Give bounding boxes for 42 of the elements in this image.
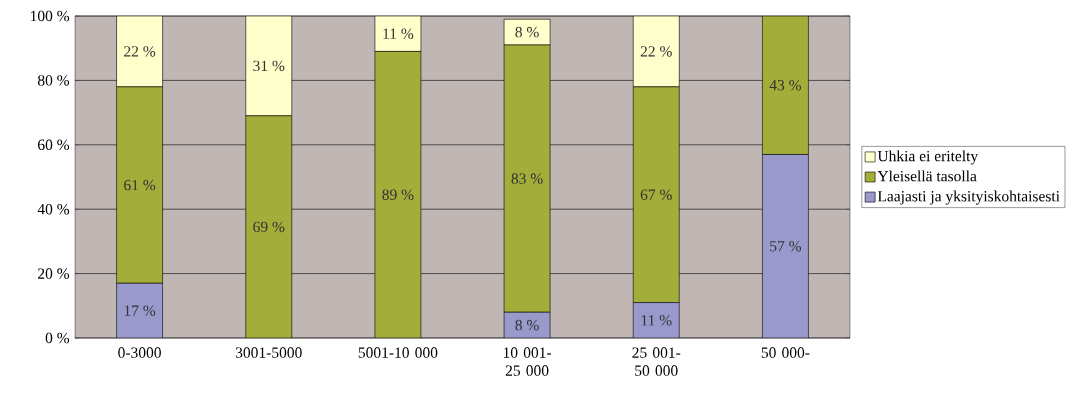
bar — [762, 16, 809, 155]
data-label: 57 % — [770, 240, 802, 252]
y-tick-label: 60 % — [38, 139, 70, 151]
data-label: 67 % — [640, 189, 672, 200]
bar — [374, 51, 422, 338]
data-label: 31 % — [253, 60, 285, 72]
data-label: 89 % — [382, 189, 414, 200]
x-tick-label: 5001-10 000 — [358, 347, 438, 358]
bar — [632, 16, 680, 88]
x-tick-label: 10 001-25 000 — [503, 347, 552, 376]
data-label: 43 % — [769, 79, 802, 91]
data-label: 22 % — [640, 46, 672, 57]
y-tick-label: 100 % — [30, 10, 70, 22]
legend-label: Laajasti ja yksityiskohtaisesti — [877, 190, 1060, 205]
bar — [245, 16, 293, 117]
x-tick-label: 3001-5000 — [235, 347, 302, 358]
bar — [116, 282, 163, 338]
legend-label: Uhkia ei eritelty — [877, 150, 979, 165]
data-label: 22 % — [124, 46, 156, 57]
y-tick-label: 80 % — [37, 75, 70, 86]
data-label: 61 % — [124, 179, 156, 191]
bar — [503, 44, 551, 313]
bar — [116, 86, 163, 284]
y-tick-label: 0 % — [45, 332, 70, 344]
data-label: 69 % — [253, 221, 285, 233]
data-label: 83 % — [511, 173, 543, 184]
data-label: 17 % — [124, 305, 156, 316]
x-tick-label: 25 001-50 000 — [632, 347, 681, 376]
data-label: 11 % — [641, 315, 672, 326]
y-tick-label: 20 % — [38, 268, 70, 279]
data-label: 8 % — [515, 319, 539, 331]
bar — [632, 302, 680, 338]
legend-label: Yleisellä tasolla — [877, 170, 977, 182]
data-label: 8 % — [515, 26, 539, 38]
x-tick-label: 50 000- — [761, 347, 810, 358]
bar — [116, 16, 163, 88]
bar — [762, 154, 809, 338]
x-tick-label: 0-3000 — [118, 347, 161, 358]
y-tick-label: 40 % — [37, 203, 70, 215]
bar — [245, 115, 293, 338]
data-label: 11 % — [383, 28, 414, 39]
bar — [632, 86, 680, 303]
